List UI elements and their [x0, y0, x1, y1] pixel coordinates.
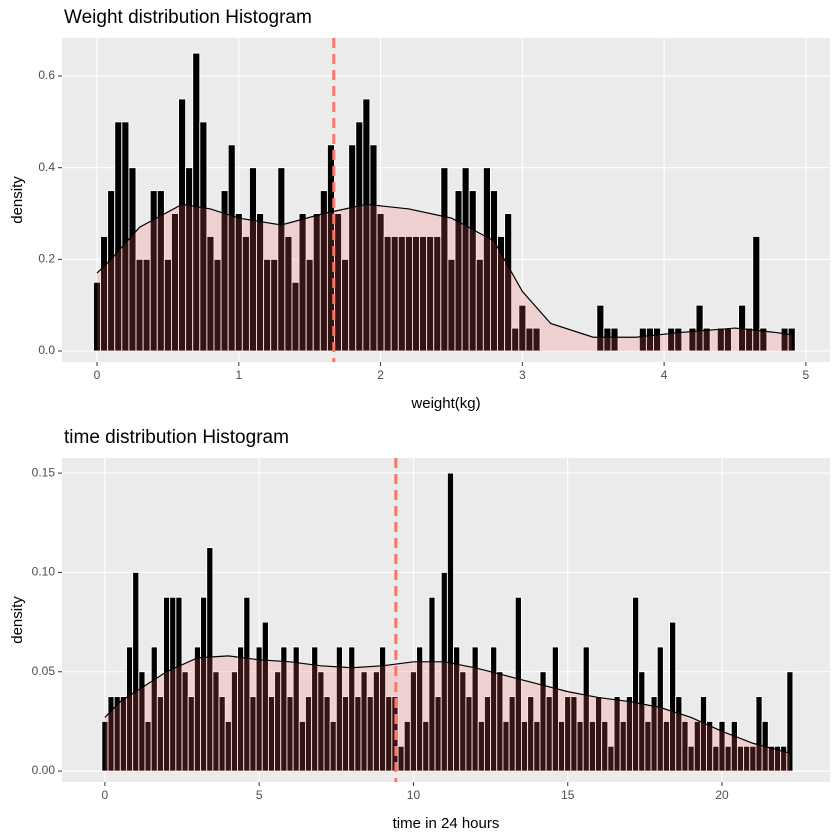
y-tick-label: 0.6: [38, 68, 55, 82]
y-tick-label: 0.2: [38, 252, 55, 266]
histogram-bar: [752, 235, 761, 352]
histogram-bar: [702, 327, 711, 352]
histogram-bar: [292, 646, 300, 772]
chart-title: Weight distribution Histogram: [64, 7, 312, 28]
histogram-bar: [674, 327, 683, 352]
x-tick-label: 4: [661, 368, 668, 382]
x-tick-label: 1: [235, 368, 242, 382]
density-line: [104, 655, 791, 754]
x-tick-label: 10: [407, 788, 421, 802]
histogram-bar: [416, 646, 424, 772]
histogram-bar: [243, 596, 251, 772]
histogram-bar: [610, 327, 619, 352]
histogram-bar: [759, 327, 768, 352]
histogram-bar: [514, 596, 522, 772]
y-axis-label: density: [9, 596, 26, 644]
x-tick-label: 0: [102, 788, 109, 802]
y-tick-label: 0.10: [32, 565, 56, 579]
y-tick-label: 0.0: [38, 343, 55, 357]
density-area: [104, 655, 790, 772]
histogram-bar: [582, 646, 590, 772]
histogram-bar: [551, 646, 559, 772]
density-line: [96, 203, 792, 338]
x-tick-label: 5: [803, 368, 810, 382]
histogram-bar: [206, 547, 214, 772]
histogram-bar: [787, 327, 796, 352]
density-area: [97, 204, 792, 352]
y-tick-label: 0.00: [32, 763, 56, 777]
histogram-bar: [532, 327, 541, 352]
histogram-bar: [428, 596, 436, 772]
x-axis-label: time in 24 hours: [393, 815, 500, 832]
y-tick-label: 0.05: [32, 664, 56, 678]
x-tick-label: 2: [377, 368, 384, 382]
y-axis-label: density: [9, 176, 26, 224]
y-tick-label: 0.4: [38, 160, 55, 174]
histogram-bar: [471, 646, 479, 772]
x-tick-label: 20: [715, 788, 729, 802]
x-axis-label: weight(kg): [410, 395, 480, 412]
x-tick-label: 15: [561, 788, 575, 802]
histogram-bar: [653, 327, 662, 352]
histogram-bar: [504, 213, 513, 352]
chart-title: time distribution Histogram: [64, 427, 289, 448]
y-tick-label: 0.15: [32, 465, 56, 479]
x-tick-label: 0: [94, 368, 101, 382]
x-tick-label: 5: [256, 788, 263, 802]
histogram-bar: [786, 671, 794, 772]
histogram-bar: [446, 472, 455, 772]
x-tick-label: 3: [519, 368, 526, 382]
